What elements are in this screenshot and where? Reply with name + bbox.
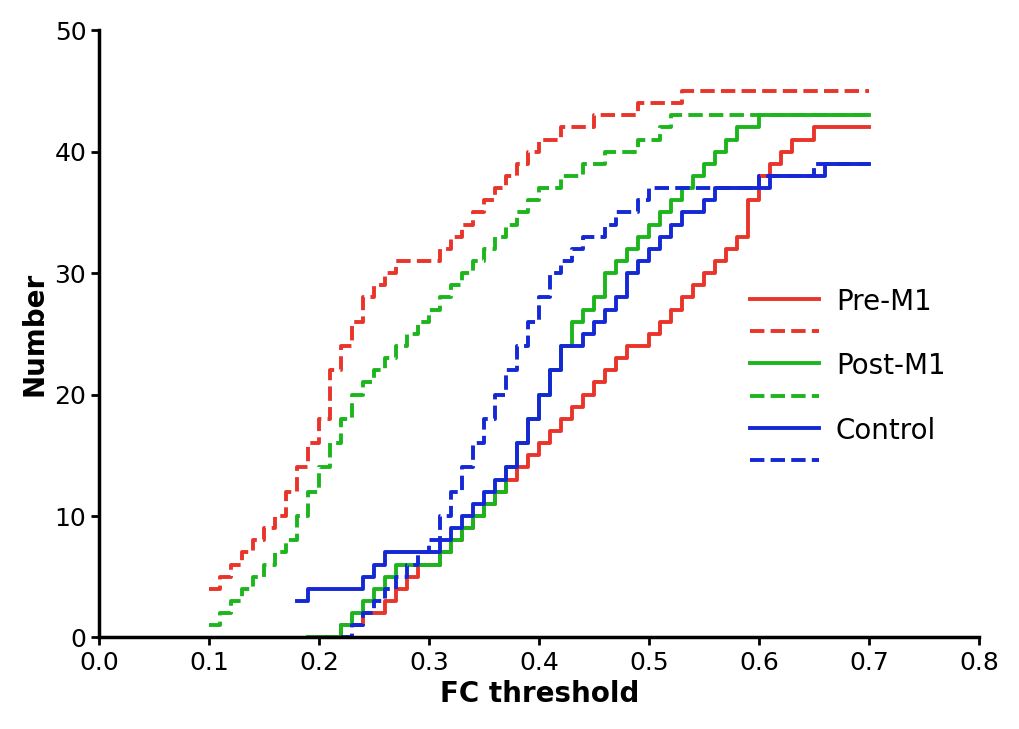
X-axis label: FC threshold: FC threshold bbox=[439, 680, 639, 708]
Legend: Pre-M1, , Post-M1, , Control, : Pre-M1, , Post-M1, , Control, bbox=[738, 277, 956, 488]
Y-axis label: Number: Number bbox=[20, 272, 49, 396]
